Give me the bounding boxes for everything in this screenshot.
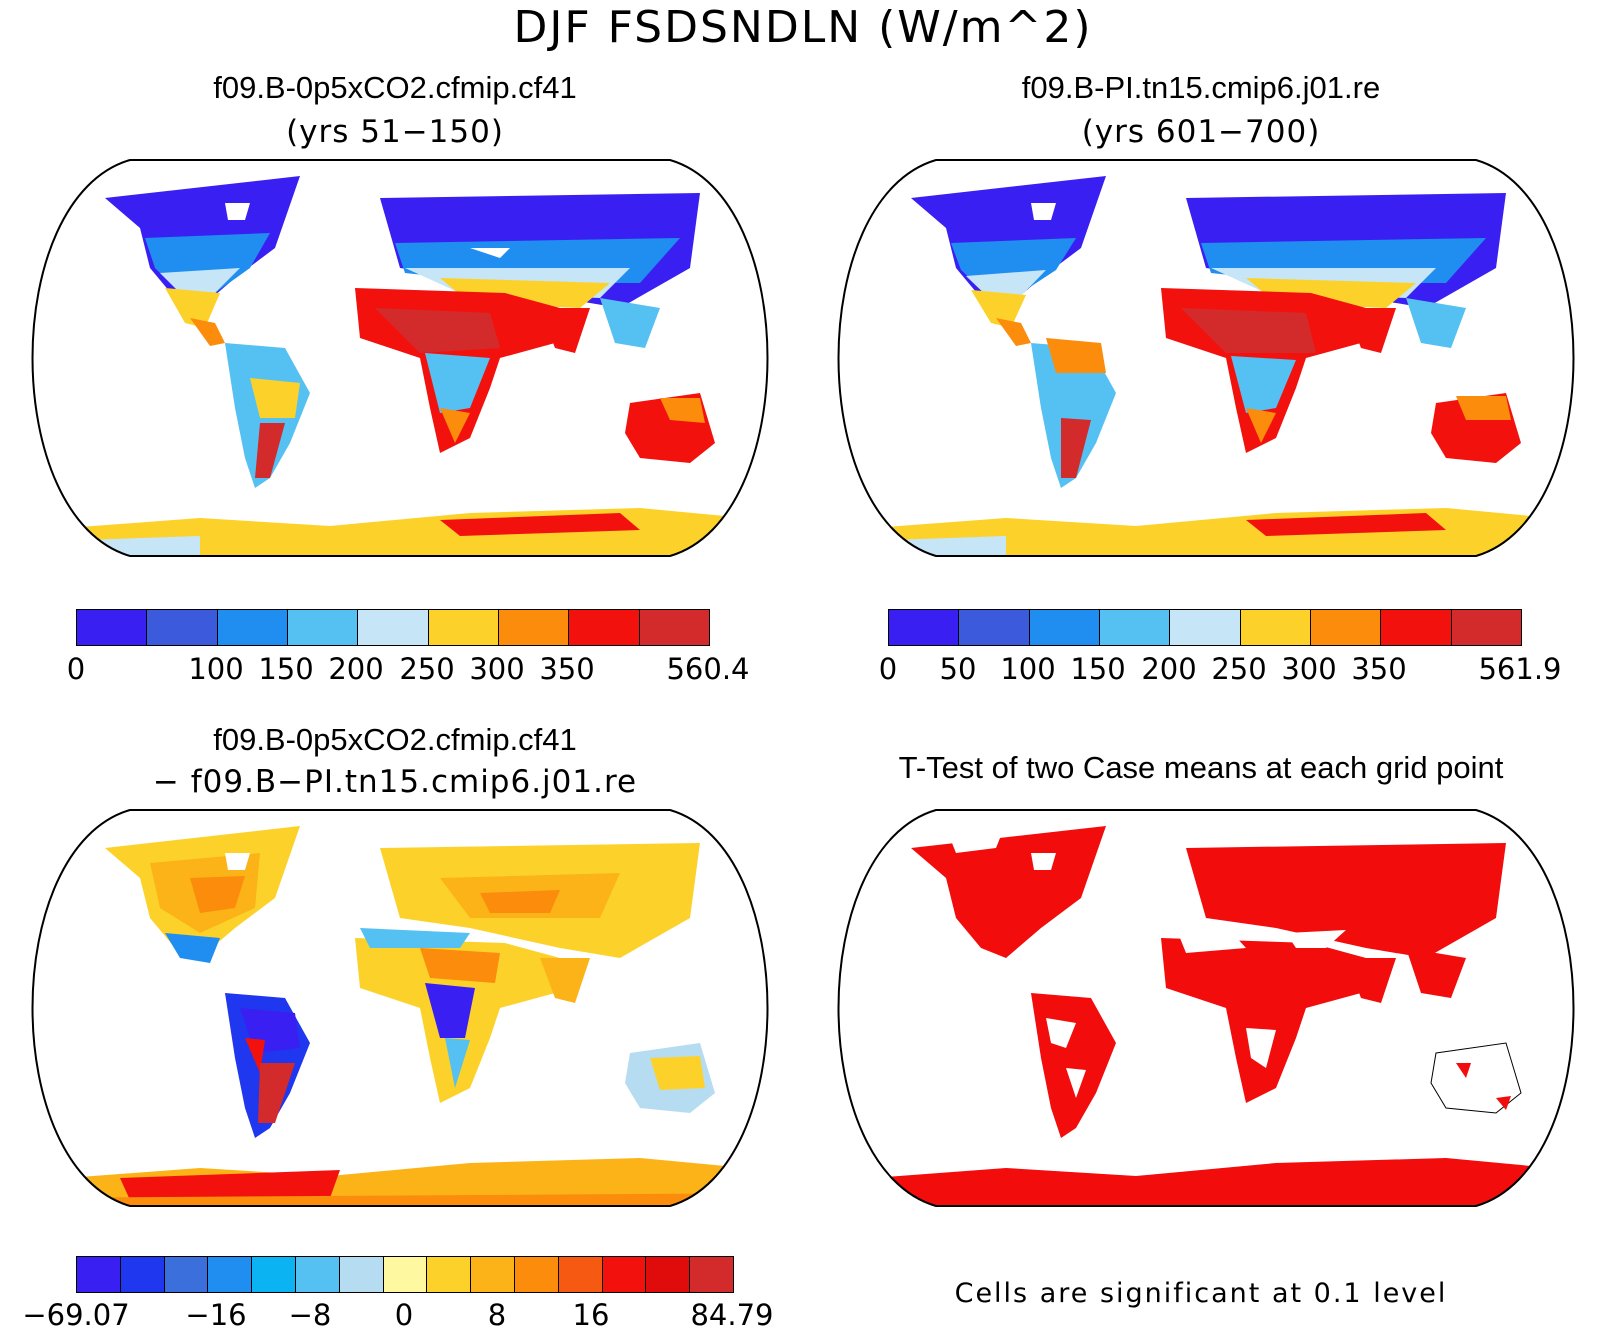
panel-tr-case-title: f09.B-PI.tn15.cmip6.j01.re [1021, 70, 1381, 105]
cbar-tr-tick: 50 [939, 652, 977, 686]
cbar-tl-tick: 100 [188, 652, 244, 686]
colorbar-swatch [287, 610, 359, 645]
cbar-tr-tick: 561.9 [1478, 652, 1562, 686]
cbar-bl-tick: 84.79 [690, 1298, 774, 1332]
map-top-left [31, 159, 769, 557]
colorbar-swatch [339, 1257, 384, 1292]
panel-bl-case-title: f09.B-0p5xCO2.cfmip.cf41 [213, 722, 577, 757]
colorbar-swatch [77, 610, 148, 645]
cbar-tl-tick: 0 [66, 652, 86, 686]
cbar-tr-tick: 100 [1000, 652, 1056, 686]
map-top-right [837, 159, 1575, 557]
cbar-tr-tick: 250 [1211, 652, 1267, 686]
colorbar-swatch [1170, 610, 1241, 645]
map-bottom-left [31, 809, 769, 1207]
cbar-tr-tick: 350 [1351, 652, 1407, 686]
colorbar-swatch [120, 1257, 165, 1292]
cbar-tl-tick: 200 [328, 652, 384, 686]
colorbar-swatch [164, 1257, 209, 1292]
colorbar-swatch [558, 1257, 603, 1292]
colorbar-swatch [471, 1257, 515, 1292]
cbar-bl-tick: 0 [394, 1298, 414, 1332]
colorbar-swatch [358, 610, 429, 645]
colorbar-swatch [602, 1257, 647, 1292]
colorbar-swatch [569, 610, 640, 645]
colorbar-swatch [1240, 610, 1311, 645]
colorbar-swatch [690, 1257, 733, 1292]
cbar-tl-tick: 300 [469, 652, 525, 686]
colorbar-swatch [427, 1257, 472, 1292]
significance-note: Cells are significant at 0.1 level [954, 1278, 1448, 1309]
cbar-tr-tick: 0 [878, 652, 898, 686]
cbar-tl-tick: 560.4 [666, 652, 750, 686]
cbar-tr-tick: 150 [1070, 652, 1126, 686]
cbar-tr-tick: 300 [1281, 652, 1337, 686]
colorbar-swatch [383, 1257, 428, 1292]
colorbar-swatch [147, 610, 218, 645]
cbar-tl-tick: 150 [258, 652, 314, 686]
panel-tl-case-title: f09.B-0p5xCO2.cfmip.cf41 [213, 70, 577, 105]
colorbar-swatch [959, 610, 1030, 645]
colorbar-swatch [639, 610, 709, 645]
colorbar-swatch [1029, 610, 1100, 645]
colorbar-swatch [889, 610, 960, 645]
colorbar-swatch [1099, 610, 1171, 645]
colorbar-swatch [252, 1257, 296, 1292]
cbar-bl-tick: −8 [288, 1298, 332, 1332]
colorbar-top-left [76, 609, 710, 646]
panel-tr-years: (yrs 601−700) [1081, 114, 1321, 150]
cbar-tl-tick: 350 [539, 652, 595, 686]
colorbar-top-right [888, 609, 1522, 646]
colorbar-swatch [428, 610, 499, 645]
colorbar-swatch [77, 1257, 121, 1292]
panel-tl-years: (yrs 51−150) [286, 114, 504, 150]
cbar-bl-tick: −16 [185, 1298, 247, 1332]
colorbar-swatch [646, 1257, 691, 1292]
colorbar-swatch [498, 610, 570, 645]
panel-bl-case-subtitle: − f09.B−PI.tn15.cmip6.j01.re [152, 764, 638, 800]
colorbar-swatch [208, 1257, 253, 1292]
colorbar-swatch [1451, 610, 1521, 645]
cbar-bl-tick: 16 [572, 1298, 610, 1332]
colorbar-swatch [1381, 610, 1452, 645]
colorbar-bottom-left [76, 1256, 734, 1293]
colorbar-swatch [514, 1257, 559, 1292]
cbar-tr-tick: 200 [1141, 652, 1197, 686]
colorbar-swatch [295, 1257, 340, 1292]
panel-br-title: T-Test of two Case means at each grid po… [898, 750, 1504, 785]
map-bottom-right [837, 809, 1575, 1207]
figure-title: DJF FSDSNDLN (W/m^2) [513, 2, 1093, 53]
cbar-tl-tick: 250 [399, 652, 455, 686]
cbar-bl-tick: −69.07 [22, 1298, 130, 1332]
cbar-bl-tick: 8 [487, 1298, 507, 1332]
colorbar-swatch [217, 610, 288, 645]
colorbar-swatch [1310, 610, 1382, 645]
